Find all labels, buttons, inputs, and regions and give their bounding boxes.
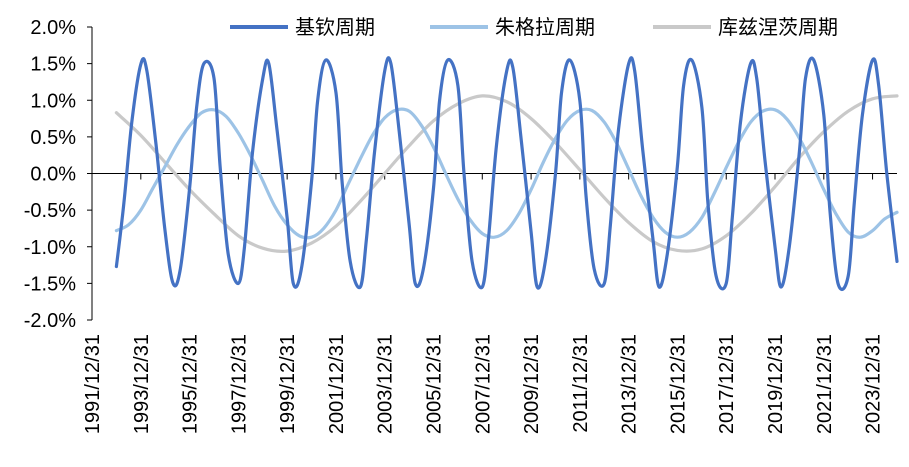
y-tick-label: -1.5%	[24, 273, 76, 295]
legend-label-juglar: 朱格拉周期	[495, 16, 595, 39]
series-line-kitchin	[114, 56, 899, 292]
x-tick-label: 2023/12/31	[863, 334, 885, 434]
x-tick-label: 2005/12/31	[424, 334, 446, 434]
x-tick-label: 1991/12/31	[82, 334, 104, 434]
series-line-juglar	[114, 107, 899, 240]
x-tick-label: 2013/12/31	[619, 334, 641, 434]
series-layer	[114, 56, 899, 292]
x-tick-label: 2021/12/31	[814, 334, 836, 434]
x-tick-label: 1999/12/31	[277, 334, 299, 434]
x-tick-label: 2009/12/31	[521, 334, 543, 434]
y-tick-label: -2.0%	[24, 310, 76, 332]
x-tick-label: 2017/12/31	[716, 334, 738, 434]
x-tick-label: 2011/12/31	[570, 334, 592, 433]
y-tick-label: -0.5%	[24, 200, 76, 222]
x-tick-label: 2019/12/31	[765, 334, 787, 434]
legend-label-kuznets: 库兹涅茨周期	[718, 16, 838, 39]
x-tick-label: 2003/12/31	[375, 334, 397, 434]
y-tick-label: 1.5%	[30, 54, 76, 76]
x-tick-label: 2001/12/31	[326, 334, 348, 434]
x-tick-label: 1997/12/31	[228, 334, 250, 434]
y-tick-label: 0.5%	[30, 127, 76, 149]
x-tick-label: 1993/12/31	[131, 334, 153, 434]
y-axis: 2.0% 1.5% 1.0% 0.5% 0.0% -0.5% -1.0% -1.5% -2.0%	[24, 17, 93, 332]
y-tick-label: 0.0%	[30, 164, 76, 186]
y-tick-label: 2.0%	[30, 17, 76, 39]
x-axis: 1991/12/31 1993/12/31 1995/12/31 1997/12/31…	[82, 173, 897, 434]
legend-label-kitchin: 基钦周期	[295, 16, 375, 39]
x-tick-label: 2007/12/31	[472, 334, 494, 434]
x-tick-label: 2015/12/31	[667, 334, 689, 434]
y-tick-label: 1.0%	[30, 90, 76, 112]
x-tick-label: 1995/12/31	[180, 334, 202, 434]
y-tick-label: -1.0%	[24, 237, 76, 259]
legend: 基钦周期 朱格拉周期 库兹涅茨周期	[230, 16, 838, 39]
